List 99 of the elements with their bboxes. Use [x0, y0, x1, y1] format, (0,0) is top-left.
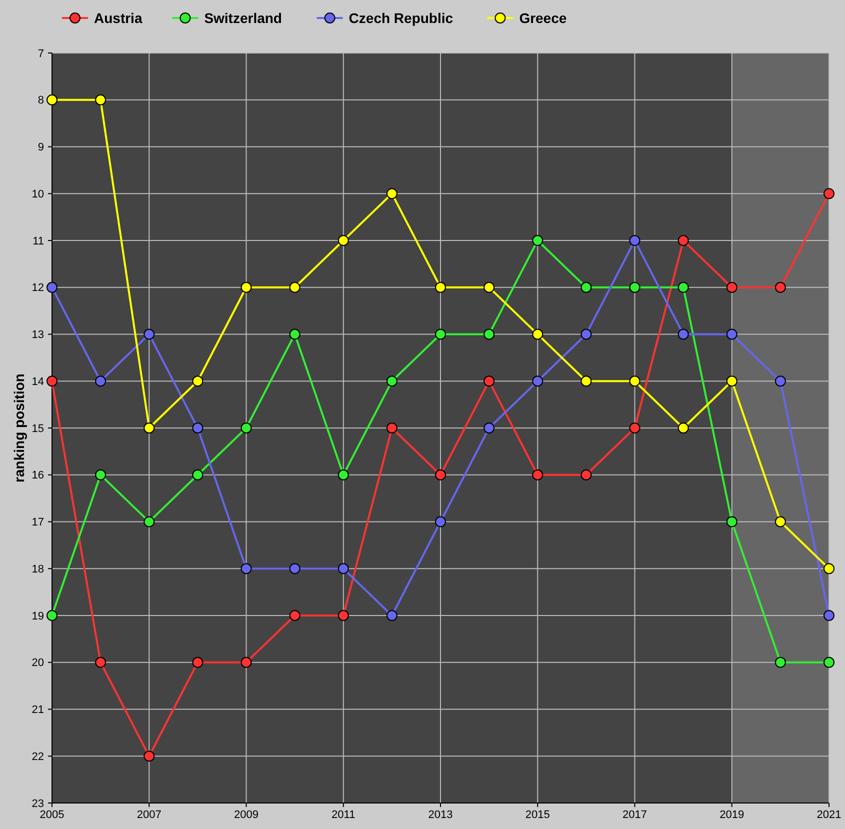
y-tick-label: 21 — [32, 704, 44, 716]
point — [435, 328, 446, 340]
legend-label: Austria — [94, 10, 142, 26]
point — [46, 94, 58, 106]
point — [144, 422, 155, 434]
point — [629, 235, 640, 246]
point — [192, 656, 204, 668]
point — [338, 610, 349, 621]
point — [484, 376, 495, 387]
point — [289, 328, 300, 340]
point — [629, 422, 640, 434]
y-tick-label: 16 — [32, 470, 44, 482]
legend-label: Greece — [519, 10, 567, 26]
point — [580, 328, 592, 340]
point — [338, 469, 349, 480]
point — [95, 656, 106, 668]
point — [774, 282, 786, 293]
point — [289, 563, 300, 574]
point — [580, 282, 592, 293]
point — [240, 563, 252, 574]
point — [240, 656, 252, 668]
point — [338, 563, 349, 574]
y-tick-label: 7 — [38, 48, 44, 60]
y-tick-label: 15 — [32, 422, 44, 435]
point — [386, 188, 398, 200]
y-tick-label: 17 — [32, 516, 44, 529]
y-tick-label: 20 — [32, 657, 44, 670]
point — [95, 94, 106, 106]
x-tick-label: 2011 — [332, 809, 356, 821]
x-tick-label: 2019 — [720, 809, 744, 821]
point — [144, 750, 155, 762]
point — [484, 282, 495, 293]
y-tick-label: 11 — [32, 235, 44, 248]
point — [386, 422, 398, 434]
y-tick-label: 8 — [38, 94, 44, 107]
point — [484, 422, 495, 434]
y-tick-label: 14 — [32, 376, 44, 388]
x-tick-label: 2005 — [40, 809, 64, 821]
y-tick-label: 9 — [38, 142, 44, 154]
point — [629, 282, 640, 293]
x-tick-label: 2021 — [816, 809, 842, 821]
point — [629, 376, 640, 387]
y-tick-label: 19 — [32, 610, 44, 622]
point — [824, 656, 834, 668]
point — [192, 376, 204, 387]
x-tick-label: 2009 — [234, 809, 258, 821]
point — [46, 376, 58, 387]
point — [532, 235, 544, 246]
point — [192, 422, 204, 434]
point — [532, 328, 544, 340]
point — [824, 563, 834, 574]
x-tick-label: 2013 — [428, 809, 453, 821]
legend-label: Czech Republic — [348, 10, 454, 26]
point — [774, 516, 786, 528]
legend-label: Switzerland — [204, 10, 282, 26]
y-tick-label: 22 — [32, 750, 44, 763]
point — [192, 469, 204, 480]
point — [240, 282, 252, 293]
point — [580, 469, 592, 480]
y-tick-label: 10 — [32, 188, 44, 200]
point — [240, 422, 252, 434]
point — [678, 422, 689, 434]
x-tick-label: 2017 — [622, 809, 647, 821]
point — [144, 516, 155, 528]
point — [824, 610, 834, 621]
point — [435, 282, 446, 293]
point — [144, 328, 155, 340]
point — [726, 516, 738, 528]
point — [46, 610, 58, 621]
point — [338, 235, 349, 246]
point — [678, 328, 689, 340]
point — [726, 328, 738, 340]
point — [726, 282, 738, 293]
y-tick-label: 18 — [32, 563, 44, 576]
point — [435, 516, 446, 528]
point — [678, 235, 689, 246]
point — [484, 328, 495, 340]
y-tick-label: 13 — [32, 329, 44, 342]
point — [580, 376, 592, 387]
point — [532, 469, 544, 480]
point — [95, 469, 106, 480]
point — [289, 282, 300, 293]
point — [95, 376, 106, 387]
point — [386, 610, 398, 621]
x-tick-label: 2007 — [136, 809, 162, 821]
point — [774, 656, 786, 668]
y-tick-label: 23 — [32, 798, 44, 810]
y-tick-label: 12 — [32, 282, 44, 294]
x-tick-label: 2015 — [525, 809, 550, 821]
point — [774, 376, 786, 387]
point — [824, 188, 834, 200]
point — [678, 282, 689, 293]
point — [726, 376, 738, 387]
point — [386, 376, 398, 387]
point — [532, 376, 544, 387]
point — [46, 282, 58, 293]
y-axis-title: ranking position — [11, 374, 27, 482]
point — [435, 469, 446, 480]
point — [289, 610, 300, 621]
